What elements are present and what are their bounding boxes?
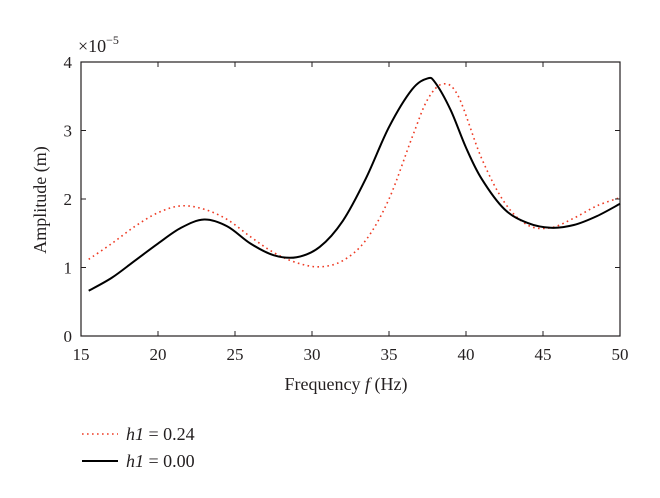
- y-tick-label: 4: [64, 53, 73, 72]
- legend-label-h1-024: h1 = 0.24: [126, 424, 195, 444]
- x-axis-label: Frequency f (Hz): [285, 374, 408, 395]
- legend-label-h1-000: h1 = 0.00: [126, 451, 195, 471]
- y-tick-label: 2: [64, 190, 73, 209]
- x-tick-label: 25: [227, 345, 244, 364]
- y-tick-label: 3: [64, 122, 73, 141]
- series-line-h1-000: [88, 76, 621, 292]
- legend: h1 = 0.24 h1 = 0.00: [82, 424, 195, 471]
- y-tick-label: 1: [64, 259, 73, 278]
- x-tick-label: 45: [535, 345, 552, 364]
- x-tick-label: 40: [458, 345, 475, 364]
- x-tick-label: 50: [612, 345, 629, 364]
- plot-area: [80, 61, 621, 337]
- series-lines: [88, 76, 621, 292]
- series-line-h1-024: [88, 82, 621, 268]
- x-tick-label: 35: [381, 345, 398, 364]
- plot-frame: [80, 61, 621, 337]
- x-tick-label: 20: [150, 345, 167, 364]
- y-axis-label: Amplitude (m): [30, 146, 51, 253]
- x-tick-label: 30: [304, 345, 321, 364]
- y-exponent-label: ×10−5: [78, 33, 119, 56]
- x-tick-label: 15: [73, 345, 90, 364]
- axis-ticks: 15 20 25 30 35 40 45 50 0 1 2 3 4: [64, 53, 629, 364]
- y-tick-label: 0: [64, 327, 73, 346]
